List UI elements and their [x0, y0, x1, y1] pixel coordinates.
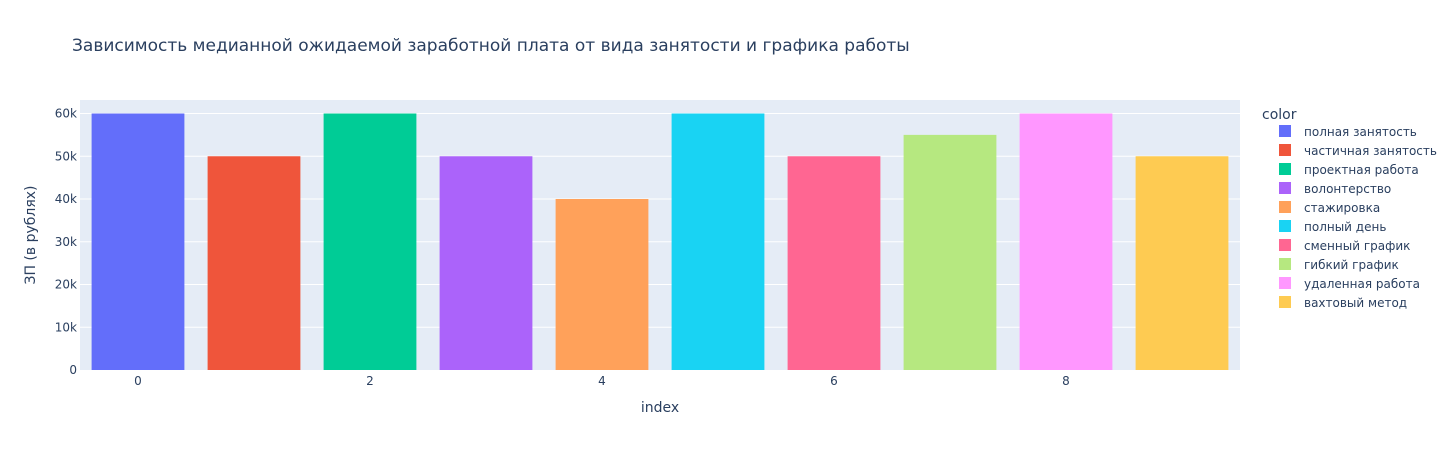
bar-8	[1019, 113, 1113, 370]
legend-item-label: полный день	[1304, 220, 1386, 234]
legend-swatch	[1279, 182, 1291, 194]
y-tick-label: 20k	[55, 278, 77, 292]
y-tick-label: 60k	[55, 107, 77, 121]
y-tick-label: 30k	[55, 235, 77, 249]
legend-item-label: сменный график	[1304, 239, 1410, 253]
legend-swatch	[1279, 296, 1291, 308]
x-tick-label: 6	[830, 374, 838, 388]
bar-0	[91, 113, 185, 370]
legend-swatch	[1279, 125, 1291, 137]
y-tick-label: 50k	[55, 149, 77, 163]
y-tick-label: 40k	[55, 192, 77, 206]
bar-3	[439, 156, 533, 370]
x-tick-labels: 0 2 4 6 8	[134, 374, 1070, 388]
bar-9	[1135, 156, 1229, 370]
legend-item-label: проектная работа	[1304, 163, 1419, 177]
y-tick-labels: 0 10k 20k 30k 40k 50k 60k	[55, 107, 77, 377]
bar-1	[207, 156, 301, 370]
legend-item-label: волонтерство	[1304, 182, 1391, 196]
bars	[91, 113, 1229, 370]
legend-swatch	[1279, 277, 1291, 289]
legend-swatch	[1279, 163, 1291, 175]
legend-swatch	[1279, 201, 1291, 213]
legend-item-label: гибкий график	[1304, 258, 1399, 272]
bar-4	[555, 199, 649, 370]
chart-title: Зависимость медианной ожидаемой заработн…	[72, 36, 910, 56]
legend-item-label: полная занятость	[1304, 125, 1417, 139]
x-tick-label: 8	[1062, 374, 1070, 388]
legend-swatch	[1279, 144, 1291, 156]
legend: color полная занятость частичная занятост…	[1262, 107, 1437, 310]
bar-6	[787, 156, 881, 370]
y-axis-label: ЗП (в рублях)	[23, 185, 39, 284]
y-tick-label: 10k	[55, 320, 77, 334]
legend-swatch	[1279, 258, 1291, 270]
legend-swatch	[1279, 239, 1291, 251]
legend-item-label: стажировка	[1304, 201, 1380, 215]
bar-2	[323, 113, 417, 370]
y-tick-label: 0	[69, 363, 77, 377]
bar-5	[671, 113, 765, 370]
legend-title: color	[1262, 107, 1297, 123]
legend-item-label: вахтовый метод	[1304, 296, 1407, 310]
bar-7	[903, 134, 997, 370]
x-tick-label: 0	[134, 374, 142, 388]
legend-item-label: частичная занятость	[1304, 144, 1437, 158]
x-axis-label: index	[641, 400, 679, 416]
legend-item-label: удаленная работа	[1304, 277, 1420, 291]
x-tick-label: 4	[598, 374, 606, 388]
legend-swatch	[1279, 220, 1291, 232]
x-tick-label: 2	[366, 374, 374, 388]
